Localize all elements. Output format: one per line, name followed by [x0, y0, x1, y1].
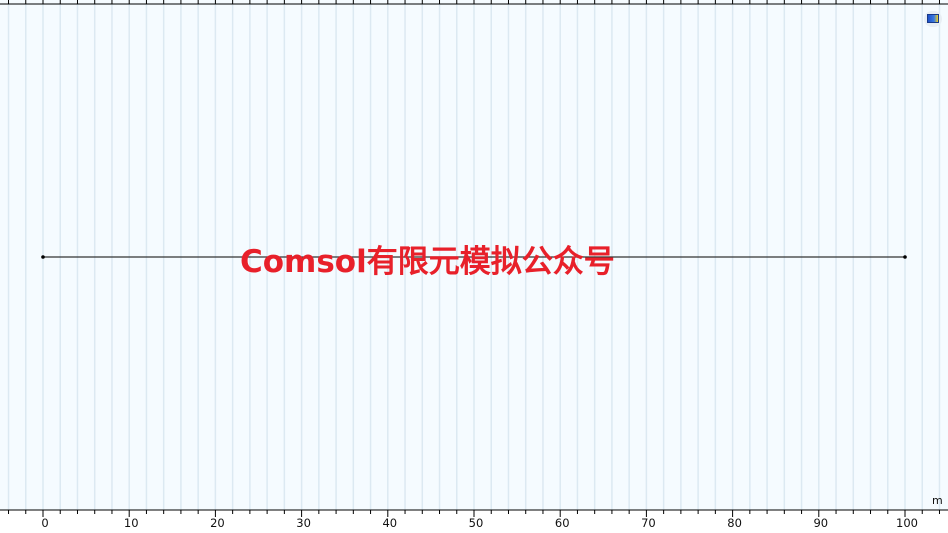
geometry[interactable] [41, 255, 907, 259]
tick-label: 100 [896, 516, 918, 530]
tick-label: 80 [727, 516, 742, 530]
tick-label: 70 [641, 516, 656, 530]
tick-label: 90 [813, 516, 828, 530]
tick-label: 10 [124, 516, 139, 530]
axis-unit-label: m [932, 494, 943, 507]
watermark: Comsol有限元模拟公众号 [240, 244, 615, 280]
tick-label: 0 [41, 516, 48, 530]
tick-label: 40 [382, 516, 397, 530]
view-icon[interactable] [924, 11, 942, 27]
tick-label: 20 [210, 516, 225, 530]
geometry-point-end [903, 255, 907, 259]
tick-label: 60 [555, 516, 570, 530]
tick-label: 50 [469, 516, 484, 530]
tick-label: 30 [296, 516, 311, 530]
geometry-point-start [41, 255, 45, 259]
